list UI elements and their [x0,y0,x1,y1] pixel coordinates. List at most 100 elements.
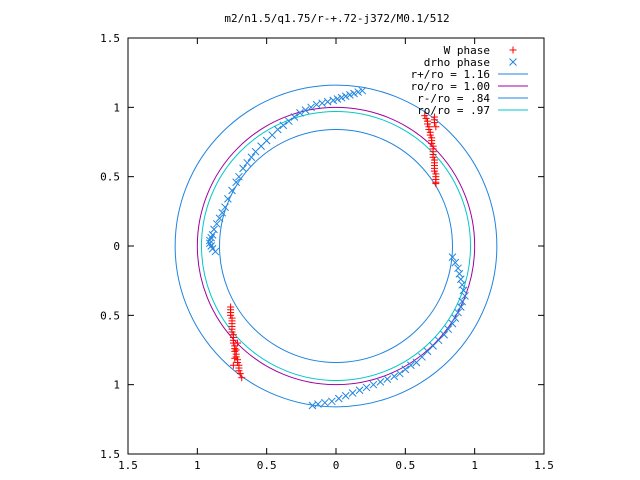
x-tick-label: 0 [333,459,340,472]
legend-label: r-/ro = .84 [417,92,490,105]
marker-d2 [348,389,357,397]
drho-phase-point [444,325,453,334]
drho-phase-point [327,397,336,406]
drho-phase-point [362,383,371,392]
legend-label: W phase [444,44,490,57]
marker-d2 [376,378,385,386]
w-phase-point [234,339,242,347]
marker-d2 [346,90,354,99]
drho-phase-point [407,361,415,370]
x-tick-label: 0.5 [257,459,277,472]
w-phase-point [432,180,440,188]
w-phase-point [432,123,440,131]
marker-d2 [329,96,338,105]
drho-phase-point [211,247,220,256]
legend-marker [509,46,517,54]
drho-phase-point [412,358,421,367]
w-phase-point [229,361,237,369]
drho-phase-point [395,369,404,378]
drho-phase-point [461,292,469,300]
y-tick-label: 1 [113,101,120,114]
data-points [205,86,469,410]
marker-d2 [205,239,214,248]
marker-d2 [337,93,346,102]
drho-phase-point [448,319,457,328]
marker-d2 [350,89,358,98]
marker-d2 [251,147,260,156]
drho-phase-point [350,89,358,98]
drho-phase-point [308,401,317,410]
marker-d2 [451,314,460,322]
marker-d2 [341,391,350,400]
marker-d2 [232,178,241,187]
marker-d2 [312,100,321,109]
drho-phase-point [451,258,460,267]
marker-d2 [341,92,350,101]
marker-d2 [333,95,342,103]
drho-phase-point [247,153,256,162]
marker-d2 [308,401,317,410]
marker-d2 [448,319,457,328]
drho-phase-point [212,219,221,228]
drho-phase-point [296,109,304,117]
marker-d2 [321,398,329,407]
marker-d2 [215,214,224,223]
x-tick-label: 1.5 [534,459,554,472]
marker-d2 [243,158,252,167]
marker-d2 [314,400,322,408]
w-phase-point [430,113,438,121]
marker-d2 [461,292,469,300]
marker-d2 [307,103,315,112]
drho-phase-point [451,314,460,322]
marker-d2 [383,375,392,383]
drho-phase-point [369,380,378,389]
drho-phase-point [307,103,315,112]
marker-d2 [334,394,343,403]
drho-phase-point [346,90,354,99]
x-tick-label: 1 [194,459,201,472]
marker-d2 [290,113,299,121]
drho-phase-point [456,303,465,311]
marker-d2 [301,106,310,114]
circle-line [200,110,472,382]
marker-d2 [444,325,453,334]
marker-d2 [284,117,293,126]
drho-phase-point [401,365,410,374]
drho-phase-point [232,178,241,187]
marker-d2 [327,397,336,406]
marker-d2 [354,88,363,96]
y-tick-label: 0 [113,240,120,253]
drho-phase-point [284,117,293,126]
drho-phase-point [333,95,342,103]
w-phase-point [231,354,239,362]
reference-circles [174,84,498,408]
drho-phase-point [321,398,329,407]
drho-phase-point [334,394,343,403]
drho-phase-point [354,88,363,96]
drho-phase-point [454,308,462,317]
drho-phase-point [448,253,457,261]
marker-d2 [458,297,467,306]
legend-label: drho phase [424,56,490,69]
marker-d2 [395,369,404,378]
marker-d2 [279,121,288,130]
marker-d2 [509,58,517,66]
w-phase-point [236,370,244,378]
drho-phase-point [341,92,350,101]
marker-d2 [456,303,465,311]
y-tick-label: 0.5 [100,309,120,322]
marker-d2 [223,194,232,203]
marker-d2 [407,361,415,370]
drho-phase-point [243,158,252,167]
drho-phase-point [223,194,232,203]
drho-phase-point [376,378,385,386]
y-tick-label: 1.5 [100,448,120,461]
drho-phase-point [290,113,299,121]
x-tick-label: 1.5 [118,459,138,472]
marker-d2 [211,247,220,256]
marker-d2 [221,203,229,212]
circle-line [219,129,453,363]
